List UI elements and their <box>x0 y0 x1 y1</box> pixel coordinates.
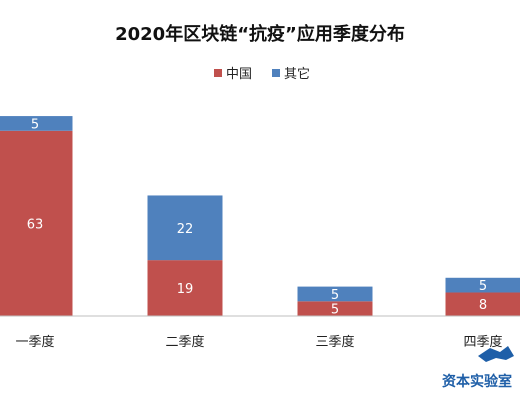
bar-china-2 <box>147 260 223 316</box>
data-label-other-3: 5 <box>331 288 339 303</box>
legend: 中国 其它 <box>214 66 310 82</box>
watermark-logo: 资本实验室 <box>442 346 514 390</box>
data-label-china-3: 5 <box>331 303 339 318</box>
bar-other-2 <box>147 195 223 261</box>
legend-swatch-other <box>272 69 280 77</box>
bar-other-1 <box>0 116 73 131</box>
data-label-china-4: 8 <box>479 298 487 313</box>
category-label-4: 四季度 <box>463 334 502 350</box>
category-label-1: 一季度 <box>15 334 54 350</box>
legend-label-china: 中国 <box>226 67 252 82</box>
category-labels: 一季度 二季度 三季度 四季度 <box>15 334 502 350</box>
data-label-china-2: 19 <box>177 282 194 297</box>
chart-title: 2020年区块链“抗疫”应用季度分布 <box>115 23 405 45</box>
bar-other-3 <box>297 286 373 302</box>
data-label-other-1: 5 <box>31 117 39 132</box>
bar-china-1 <box>0 130 73 316</box>
bar-china-4 <box>445 292 520 316</box>
data-label-china-1: 63 <box>27 217 44 232</box>
mascot-icon <box>478 346 514 362</box>
legend-label-other: 其它 <box>284 66 310 82</box>
category-label-2: 二季度 <box>165 334 204 350</box>
watermark-text: 资本实验室 <box>442 373 512 390</box>
bar-china-3 <box>297 301 373 316</box>
data-label-other-4: 5 <box>479 279 487 294</box>
bar-other-4 <box>445 277 520 293</box>
data-label-other-2: 22 <box>177 222 194 237</box>
legend-swatch-china <box>214 69 222 77</box>
category-label-3: 三季度 <box>315 334 354 350</box>
